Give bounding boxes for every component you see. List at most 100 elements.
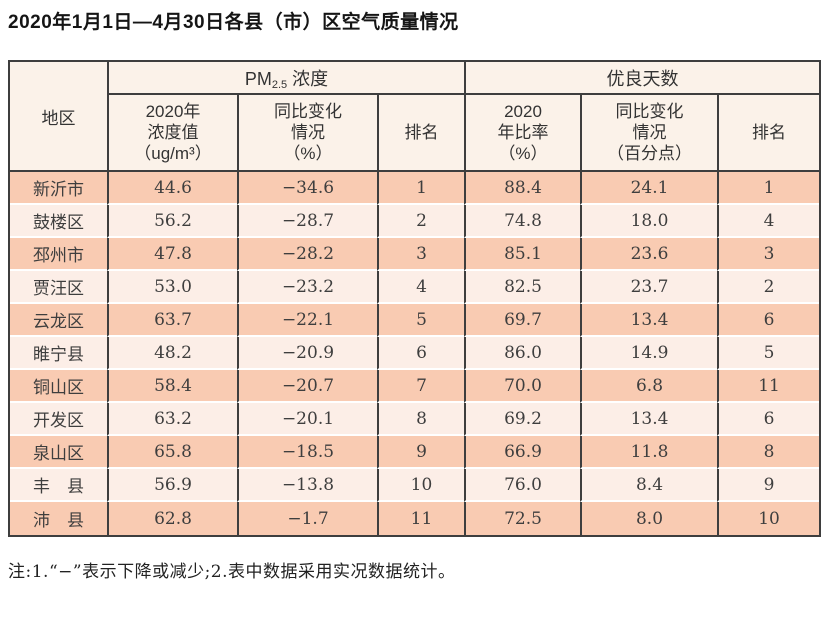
pm25-value-cell: 56.9 [107, 469, 237, 502]
good-days-change-cell: 8.0 [580, 502, 717, 535]
pm25-change-cell: −22.1 [237, 304, 377, 337]
good-days-rank-cell: 3 [717, 238, 820, 271]
pm25-rank-cell: 11 [377, 502, 464, 535]
pm25-rank-cell: 10 [377, 469, 464, 502]
pm25-change-cell: −13.8 [237, 469, 377, 502]
pm25-rank-cell: 8 [377, 403, 464, 436]
region-cell: 泉山区 [10, 436, 107, 469]
good-days-change-cell: 8.4 [580, 469, 717, 502]
good-days-change-cell: 13.4 [580, 304, 717, 337]
air-quality-table: 地区 PM2.5 浓度 优良天数 2020年 浓度值 （ug/m³） 同比变化 … [8, 60, 822, 537]
good-days-rank-cell: 10 [717, 502, 820, 535]
pm25-value-cell: 58.4 [107, 370, 237, 403]
good-days-rate-cell: 82.5 [464, 271, 580, 304]
table-row: 云龙区 63.7 −22.1 5 69.7 13.4 6 [10, 304, 820, 337]
pm25-change-cell: −18.5 [237, 436, 377, 469]
pm25-change-cell: −1.7 [237, 502, 377, 535]
header-region: 地区 [10, 62, 107, 172]
good-days-rank-cell: 6 [717, 304, 820, 337]
good-days-rank-cell: 8 [717, 436, 820, 469]
region-cell: 新沂市 [10, 172, 107, 205]
good-days-rate-cell: 85.1 [464, 238, 580, 271]
pm25-rank-cell: 7 [377, 370, 464, 403]
pm25-value-cell: 48.2 [107, 337, 237, 370]
page: 2020年1月1日—4月30日各县（市）区空气质量情况 地区 PM2.5 浓度 … [8, 12, 822, 582]
good-days-rate-cell: 70.0 [464, 370, 580, 403]
region-cell: 丰 县 [10, 469, 107, 502]
good-days-rank-cell: 1 [717, 172, 820, 205]
region-cell: 开发区 [10, 403, 107, 436]
pm25-change-cell: −28.7 [237, 205, 377, 238]
pm25-rank-cell: 6 [377, 337, 464, 370]
header-days-rank: 排名 [717, 95, 820, 172]
pm25-rank-cell: 9 [377, 436, 464, 469]
header-pm25-group: PM2.5 浓度 [107, 62, 464, 95]
region-cell: 贾汪区 [10, 271, 107, 304]
page-title: 2020年1月1日—4月30日各县（市）区空气质量情况 [8, 12, 459, 33]
good-days-rate-cell: 72.5 [464, 502, 580, 535]
header-days-change: 同比变化 情况 （百分点） [580, 95, 717, 172]
pm25-value-cell: 53.0 [107, 271, 237, 304]
good-days-rank-cell: 9 [717, 469, 820, 502]
table-row: 开发区 63.2 −20.1 8 69.2 13.4 6 [10, 403, 820, 436]
header-good-days-group: 优良天数 [464, 62, 820, 95]
pm25-label-prefix: PM [244, 68, 272, 89]
good-days-rank-cell: 6 [717, 403, 820, 436]
pm25-rank-cell: 3 [377, 238, 464, 271]
good-days-rank-cell: 11 [717, 370, 820, 403]
good-days-change-cell: 18.0 [580, 205, 717, 238]
pm25-change-cell: −20.7 [237, 370, 377, 403]
table-row: 丰 县 56.9 −13.8 10 76.0 8.4 9 [10, 469, 820, 502]
good-days-rate-cell: 74.8 [464, 205, 580, 238]
good-days-rank-cell: 4 [717, 205, 820, 238]
pm25-value-cell: 63.7 [107, 304, 237, 337]
good-days-change-cell: 14.9 [580, 337, 717, 370]
region-cell: 鼓楼区 [10, 205, 107, 238]
good-days-rate-cell: 69.2 [464, 403, 580, 436]
pm25-change-cell: −20.9 [237, 337, 377, 370]
good-days-change-cell: 13.4 [580, 403, 717, 436]
good-days-change-cell: 11.8 [580, 436, 717, 469]
table-row: 睢宁县 48.2 −20.9 6 86.0 14.9 5 [10, 337, 820, 370]
pm25-value-cell: 65.8 [107, 436, 237, 469]
good-days-rate-cell: 69.7 [464, 304, 580, 337]
good-days-rate-cell: 66.9 [464, 436, 580, 469]
pm25-value-cell: 47.8 [107, 238, 237, 271]
good-days-change-cell: 23.6 [580, 238, 717, 271]
header-sub-row: 2020年 浓度值 （ug/m³） 同比变化 情况 （%） 排名 2020 年比… [10, 95, 820, 172]
table-row: 贾汪区 53.0 −23.2 4 82.5 23.7 2 [10, 271, 820, 304]
table-body: 新沂市 44.6 −34.6 1 88.4 24.1 1 鼓楼区 56.2 −28.7 2 74.8 1… [10, 172, 820, 535]
pm25-value-cell: 56.2 [107, 205, 237, 238]
pm25-label-suffix: 浓度 [287, 68, 329, 89]
region-cell: 云龙区 [10, 304, 107, 337]
pm25-rank-cell: 2 [377, 205, 464, 238]
region-cell: 铜山区 [10, 370, 107, 403]
region-cell: 沛 县 [10, 502, 107, 535]
region-cell: 睢宁县 [10, 337, 107, 370]
pm25-change-cell: −28.2 [237, 238, 377, 271]
good-days-rate-cell: 76.0 [464, 469, 580, 502]
table-row: 新沂市 44.6 −34.6 1 88.4 24.1 1 [10, 172, 820, 205]
pm25-rank-cell: 1 [377, 172, 464, 205]
pm25-change-cell: −23.2 [237, 271, 377, 304]
table-row: 沛 县 62.8 −1.7 11 72.5 8.0 10 [10, 502, 820, 535]
footnote: 注:1.“−”表示下降或减少;2.表中数据采用实况数据统计。 [8, 562, 456, 582]
table-row: 铜山区 58.4 −20.7 7 70.0 6.8 11 [10, 370, 820, 403]
pm25-rank-cell: 5 [377, 304, 464, 337]
table-row: 邳州市 47.8 −28.2 3 85.1 23.6 3 [10, 238, 820, 271]
header-group-row: 地区 PM2.5 浓度 优良天数 [10, 62, 820, 172]
table-row: 鼓楼区 56.2 −28.7 2 74.8 18.0 4 [10, 205, 820, 238]
header-pm25-value: 2020年 浓度值 （ug/m³） [107, 95, 237, 172]
pm25-subscript: 2.5 [271, 78, 288, 91]
pm25-rank-cell: 4 [377, 271, 464, 304]
header-days-rate: 2020 年比率 （%） [464, 95, 580, 172]
pm25-change-cell: −34.6 [237, 172, 377, 205]
good-days-rate-cell: 88.4 [464, 172, 580, 205]
good-days-change-cell: 24.1 [580, 172, 717, 205]
header-pm25-rank: 排名 [377, 95, 464, 172]
good-days-change-cell: 23.7 [580, 271, 717, 304]
pm25-change-cell: −20.1 [237, 403, 377, 436]
good-days-change-cell: 6.8 [580, 370, 717, 403]
header-pm25-change: 同比变化 情况 （%） [237, 95, 377, 172]
good-days-rank-cell: 2 [717, 271, 820, 304]
